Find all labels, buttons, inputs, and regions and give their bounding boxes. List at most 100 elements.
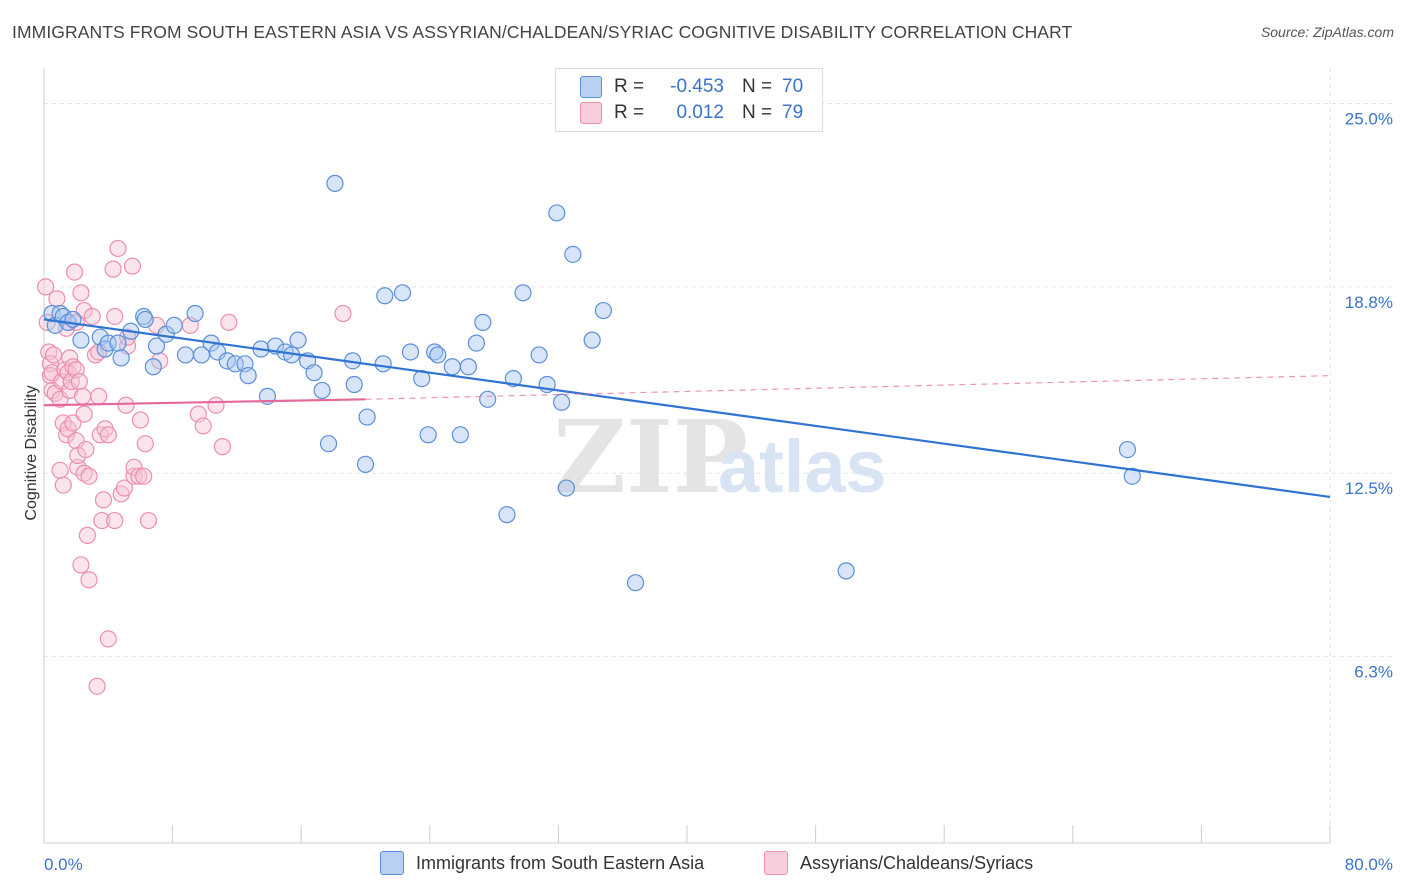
blue-point <box>109 334 127 352</box>
blue-point <box>1118 440 1137 459</box>
pink-point <box>334 304 352 323</box>
pink-point <box>80 571 98 589</box>
pink-point <box>213 438 232 456</box>
blue-point <box>498 506 516 524</box>
y-tick-label: 18.8% <box>1345 293 1393 312</box>
chart-title: IMMIGRANTS FROM SOUTH EASTERN ASIA VS AS… <box>12 22 1073 42</box>
y-tick-label: 12.5% <box>1345 479 1393 498</box>
pink-point <box>106 307 124 326</box>
blue-point <box>112 349 130 367</box>
watermark-zip: ZIP <box>553 398 748 516</box>
pink-point <box>139 511 158 530</box>
pink-point <box>99 426 117 444</box>
pink-trend-extension <box>365 375 1331 400</box>
pink-point <box>99 630 117 648</box>
pink-swatch <box>580 102 602 124</box>
r-value: -0.453 <box>670 76 724 97</box>
blue-point <box>136 310 154 329</box>
blue-point <box>345 375 363 394</box>
legend-row-pink: R = 0.012 N = 79 <box>580 101 803 125</box>
legend-item-pink: Assyrians/Chaldeans/Syriacs <box>764 851 1033 875</box>
pink-point <box>64 414 82 432</box>
blue-point <box>426 343 444 361</box>
blue-point <box>583 331 601 349</box>
pink-point <box>125 467 143 485</box>
pink-point <box>194 417 212 435</box>
blue-point <box>429 346 447 364</box>
blue-point <box>419 426 437 444</box>
pink-point <box>207 396 225 414</box>
pink-swatch <box>764 851 788 875</box>
pink-point <box>69 458 87 476</box>
r-label: R = <box>614 76 645 97</box>
blue-point <box>313 381 331 400</box>
y-tick-label: 6.3% <box>1354 663 1393 682</box>
blue-point <box>530 346 548 364</box>
blue-point <box>451 426 469 444</box>
blue-point <box>305 364 323 382</box>
blue-point <box>374 355 392 373</box>
blue-point <box>358 408 376 426</box>
axes <box>43 68 1331 844</box>
blue-point <box>226 355 244 373</box>
blue-point <box>239 367 257 385</box>
legend-row-blue: R = -0.453 N = 70 <box>580 75 803 99</box>
pink-point <box>51 461 69 479</box>
blue-point <box>176 346 195 364</box>
blue-point <box>594 301 613 320</box>
y-tick-label: 25.0% <box>1345 109 1393 128</box>
y-axis-label: Cognitive Disability <box>23 385 40 521</box>
blue-point <box>459 358 477 376</box>
blue-point <box>393 284 412 302</box>
pink-point <box>73 387 92 405</box>
pink-point <box>106 511 124 530</box>
blue-point <box>443 358 461 376</box>
pink-point <box>88 677 106 695</box>
pink-point <box>136 435 154 453</box>
pink-point <box>93 511 111 530</box>
blue-point <box>626 574 645 592</box>
pink-point <box>65 263 84 281</box>
pink-point <box>117 396 135 414</box>
blue-point <box>165 316 183 334</box>
pink-point <box>78 526 97 544</box>
pink-point <box>48 290 66 308</box>
blue-point <box>553 393 571 411</box>
pink-point <box>220 313 238 331</box>
blue-point <box>72 331 90 349</box>
pink-point <box>64 358 82 376</box>
pink-point <box>45 346 63 364</box>
blue-point <box>186 304 204 323</box>
blue-point <box>467 334 486 352</box>
legend-label: Assyrians/Chaldeans/Syriacs <box>800 852 1034 873</box>
blue-point <box>564 245 582 263</box>
pink-point <box>86 346 105 364</box>
pink-trend-line <box>43 398 366 407</box>
pink-point <box>70 372 88 391</box>
pink-point <box>115 479 133 497</box>
blue-point <box>319 435 338 453</box>
blue-point <box>147 337 166 355</box>
blue-point <box>326 174 344 192</box>
pink-point <box>83 307 101 326</box>
r-value: 0.012 <box>676 102 724 123</box>
pink-point <box>109 239 127 258</box>
pink-point <box>77 440 95 459</box>
x-tick-label: 0.0% <box>44 855 83 874</box>
n-label: N = <box>742 76 773 97</box>
pink-point <box>90 387 108 405</box>
pink-point <box>94 491 113 509</box>
legend-label: Immigrants from South Eastern Asia <box>416 852 705 873</box>
pink-point <box>104 260 122 278</box>
blue-point <box>99 334 117 352</box>
n-label: N = <box>742 102 773 123</box>
n-value: 70 <box>782 76 804 97</box>
blue-point <box>135 307 153 326</box>
blue-point <box>514 284 532 302</box>
blue-point <box>376 287 394 305</box>
x-tick-label: 80.0% <box>1345 855 1393 874</box>
blue-point <box>557 479 576 497</box>
tick-labels: 6.3% 12.5% 18.8% 25.0% 0.0% 80.0% <box>44 109 1393 874</box>
pink-point <box>75 464 93 482</box>
